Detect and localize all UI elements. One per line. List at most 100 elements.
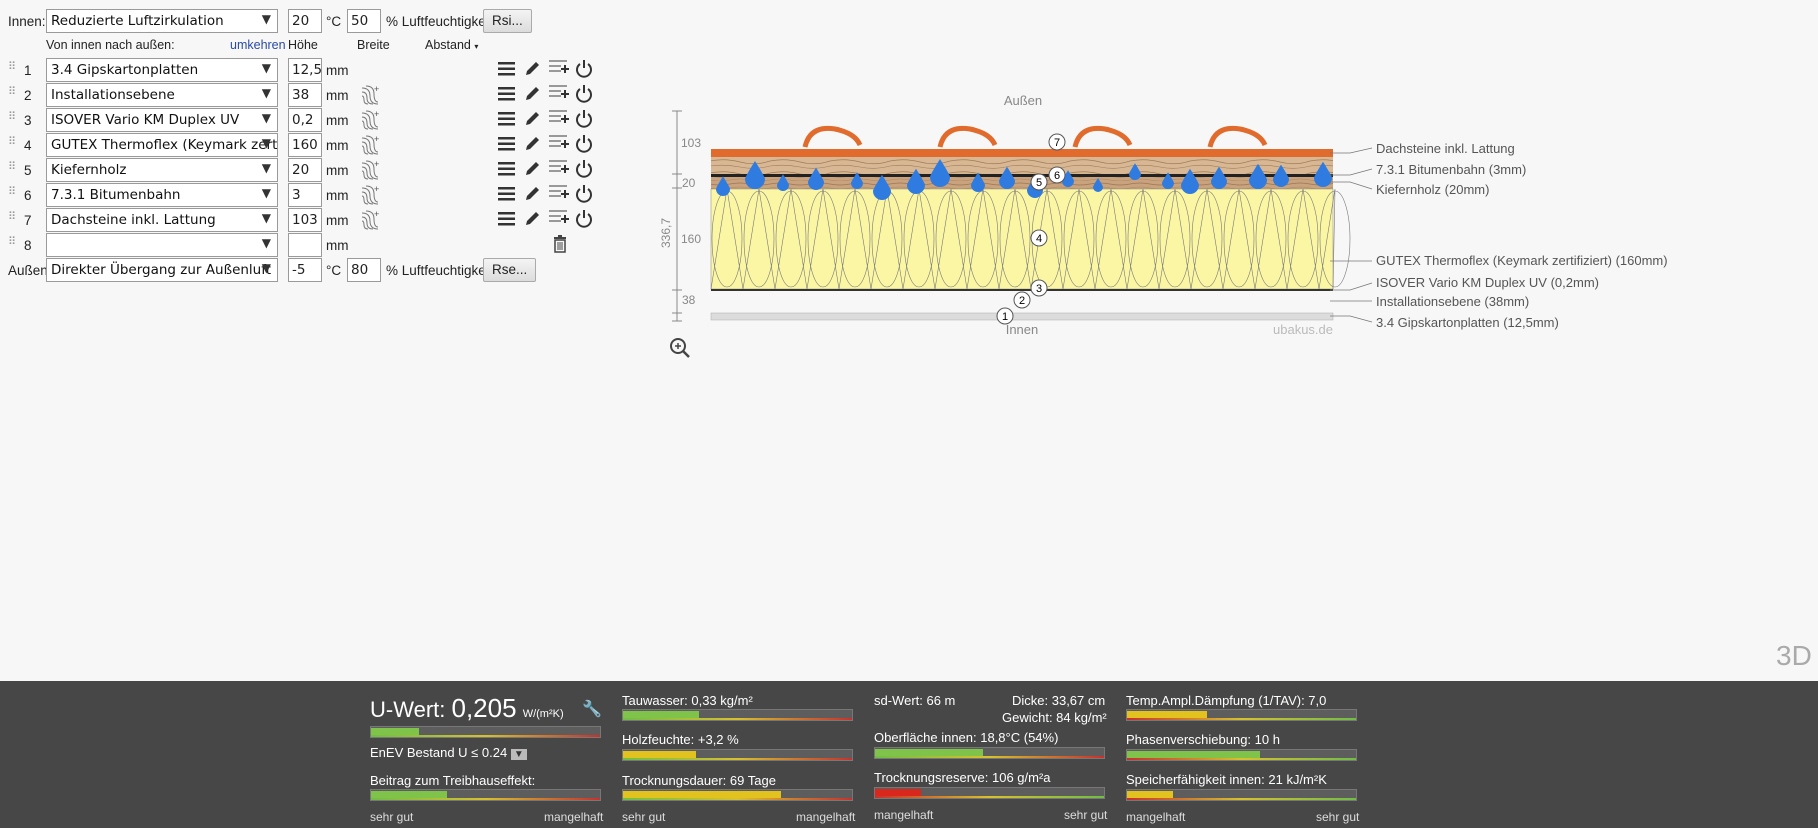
menu-icon[interactable] <box>498 111 516 127</box>
insulation-fiber <box>1127 190 1159 288</box>
water-drop <box>999 166 1015 189</box>
tauwasser-scale-line <box>623 718 852 720</box>
power-icon[interactable] <box>575 209 593 228</box>
power-icon[interactable] <box>575 59 593 78</box>
distance-header[interactable]: Abstand ▾ <box>425 38 478 52</box>
u-value-label: U-Wert: <box>370 697 446 722</box>
edit-icon[interactable] <box>523 85 541 103</box>
layer-unit: mm <box>326 163 349 178</box>
menu-icon[interactable] <box>498 136 516 152</box>
chevron-down-icon: ▼ <box>261 236 271 250</box>
edit-icon[interactable] <box>523 110 541 128</box>
holzfeuchte-bar <box>622 749 853 761</box>
layer-material-select[interactable]: ISOVER Vario KM Duplex UV ▼ <box>46 108 278 132</box>
power-icon[interactable] <box>575 109 593 128</box>
split-layer-icon[interactable]: + <box>360 184 380 206</box>
layer-thickness-input[interactable] <box>288 233 322 257</box>
menu-icon[interactable] <box>498 186 516 202</box>
edit-icon[interactable] <box>523 185 541 203</box>
outer-condition-select[interactable]: Direkter Übergang zur Außenluft ▼ <box>46 258 278 282</box>
power-icon[interactable] <box>575 84 593 103</box>
split-layer-icon[interactable]: + <box>360 159 380 181</box>
add-layer-icon[interactable] <box>548 158 570 178</box>
split-layer-icon[interactable]: + <box>360 84 380 106</box>
layer-thickness-input[interactable]: 160 <box>288 133 322 157</box>
layer-material-select[interactable]: Kiefernholz ▼ <box>46 158 278 182</box>
reverse-link[interactable]: umkehren <box>230 38 286 52</box>
split-layer-icon[interactable]: + <box>360 134 380 156</box>
power-icon[interactable] <box>575 159 593 178</box>
enev-requirement[interactable]: EnEV Bestand U ≤ 0.24 ▼ <box>370 745 527 760</box>
rse-button[interactable]: Rse... <box>483 258 537 282</box>
edit-icon[interactable] <box>523 160 541 178</box>
layer-material-select[interactable]: 3.4 Gipskartonplatten ▼ <box>46 58 278 82</box>
trocknungsdauer-label: Trocknungsdauer: 69 Tage <box>622 773 776 788</box>
wrench-icon[interactable]: 🔧 <box>582 701 602 718</box>
scale-bad-label: mangelhaft <box>544 810 604 824</box>
add-layer-icon[interactable] <box>548 58 570 78</box>
inner-condition-select[interactable]: Reduzierte Luftzirkulation ▼ <box>46 9 278 33</box>
trash-icon[interactable] <box>553 235 567 253</box>
layer-number: 1 <box>24 63 32 78</box>
layer-material-select[interactable]: ▼ <box>46 233 278 257</box>
outer-condition-value: Direkter Übergang zur Außenluft <box>51 262 272 278</box>
layer-thickness-input[interactable]: 103 <box>288 208 322 232</box>
power-icon[interactable] <box>575 184 593 203</box>
drying-reserve-bar <box>874 787 1105 799</box>
layer-material-select[interactable]: Dachsteine inkl. Lattung ▼ <box>46 208 278 232</box>
outer-temp-unit: °C <box>326 263 342 278</box>
trocknungsdauer-scale-line <box>623 798 852 800</box>
add-layer-icon[interactable] <box>548 133 570 153</box>
power-icon[interactable] <box>575 134 593 153</box>
drag-handle-icon[interactable]: ⠿ <box>8 161 16 173</box>
rsi-button[interactable]: Rsi... <box>483 9 532 33</box>
outer-humidity-input[interactable]: 80 <box>347 258 381 282</box>
add-layer-icon[interactable] <box>548 83 570 103</box>
menu-icon[interactable] <box>498 161 516 177</box>
3d-view-button[interactable]: 3D <box>1776 640 1812 671</box>
caret-down-icon: ▾ <box>474 42 479 51</box>
distance-header-label: Abstand <box>425 38 471 52</box>
outer-temp-input[interactable]: -5 <box>288 258 322 282</box>
marker-label: 4 <box>1036 233 1042 245</box>
menu-icon[interactable] <box>498 211 516 227</box>
add-layer-icon[interactable] <box>548 208 570 228</box>
layer-material-value: ISOVER Vario KM Duplex UV <box>51 112 240 128</box>
menu-icon[interactable] <box>498 86 516 102</box>
zoom-in-icon[interactable] <box>670 338 690 358</box>
drag-handle-icon[interactable]: ⠿ <box>8 61 16 73</box>
water-drop <box>777 174 789 191</box>
drag-handle-icon[interactable]: ⠿ <box>8 211 16 223</box>
add-layer-icon[interactable] <box>548 108 570 128</box>
greenhouse-label: Beitrag zum Treibhauseffekt: <box>370 773 536 788</box>
split-layer-icon[interactable]: + <box>360 109 380 131</box>
insulation-fiber <box>839 190 871 288</box>
marker-circle <box>1030 279 1048 297</box>
layer-thickness-input[interactable]: 38 <box>288 83 322 107</box>
inside-label: Innen <box>1006 322 1039 337</box>
drag-handle-icon[interactable]: ⠿ <box>8 111 16 123</box>
layer-thickness-input[interactable]: 12,5 <box>288 58 322 82</box>
menu-icon[interactable] <box>498 61 516 77</box>
layer-thickness-input[interactable]: 0,2 <box>288 108 322 132</box>
insulation-fiber <box>1287 190 1319 288</box>
layer-material-select[interactable]: 7.3.1 Bitumenbahn ▼ <box>46 183 278 207</box>
layer-material-select[interactable]: GUTEX Thermoflex (Keymark zertifiziert)▼ <box>46 133 278 157</box>
drag-handle-icon[interactable]: ⠿ <box>8 86 16 98</box>
edit-icon[interactable] <box>523 210 541 228</box>
legend: Dachsteine inkl. Lattung 7.3.1 Bitumenba… <box>1376 141 1668 330</box>
split-layer-icon[interactable]: + <box>360 209 380 231</box>
drag-handle-icon[interactable]: ⠿ <box>8 236 16 248</box>
drag-handle-icon[interactable]: ⠿ <box>8 136 16 148</box>
layer-material-select[interactable]: Installationsebene ▼ <box>46 83 278 107</box>
layer-thickness-input[interactable]: 3 <box>288 183 322 207</box>
inner-humidity-input[interactable]: 50 <box>347 9 381 33</box>
drag-handle-icon[interactable]: ⠿ <box>8 186 16 198</box>
edit-icon[interactable] <box>523 60 541 78</box>
scale-bad-label: mangelhaft <box>796 810 856 824</box>
marker-circle <box>1030 229 1048 247</box>
edit-icon[interactable] <box>523 135 541 153</box>
inner-temp-input[interactable]: 20 <box>288 9 322 33</box>
add-layer-icon[interactable] <box>548 183 570 203</box>
layer-thickness-input[interactable]: 20 <box>288 158 322 182</box>
